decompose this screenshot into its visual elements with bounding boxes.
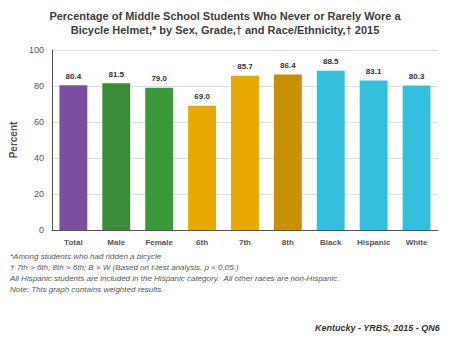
svg-text:*Among students who had ridden: *Among students who had ridden a bicycle	[10, 252, 162, 261]
svg-text:White: White	[406, 238, 428, 247]
svg-text:40: 40	[34, 153, 44, 163]
svg-text:6th: 6th	[196, 238, 208, 247]
svg-text:20: 20	[34, 189, 44, 199]
svg-text:81.5: 81.5	[108, 70, 124, 79]
svg-text:Percentage of Middle School St: Percentage of Middle School Students Who…	[49, 10, 401, 22]
svg-text:All Hispanic students are incl: All Hispanic students are included in th…	[9, 274, 340, 283]
svg-text:Female: Female	[145, 238, 173, 247]
svg-text:† 7th > 6th; 8th > 6th; B > W: † 7th > 6th; 8th > 6th; B > W (Based on …	[10, 263, 239, 272]
svg-text:80: 80	[34, 81, 44, 91]
svg-text:80.4: 80.4	[66, 72, 82, 81]
svg-text:7th: 7th	[239, 238, 251, 247]
svg-text:8th: 8th	[282, 238, 294, 247]
svg-text:Note: This graph contains weig: Note: This graph contains weighted resul…	[10, 285, 163, 294]
svg-text:Black: Black	[320, 238, 342, 247]
svg-text:79.0: 79.0	[151, 74, 167, 83]
svg-text:60: 60	[34, 117, 44, 127]
svg-text:0: 0	[39, 225, 44, 235]
svg-text:Bicycle Helmet,* by Sex, Grade: Bicycle Helmet,* by Sex, Grade,† and Rac…	[71, 24, 380, 36]
svg-text:83.1: 83.1	[366, 67, 382, 76]
svg-text:100: 100	[29, 45, 44, 55]
svg-text:88.5: 88.5	[323, 57, 339, 66]
svg-text:Percent: Percent	[8, 121, 19, 158]
svg-text:Male: Male	[107, 238, 125, 247]
svg-text:85.7: 85.7	[237, 62, 253, 71]
svg-text:Hispanic: Hispanic	[357, 238, 391, 247]
svg-text:Kentucky - YRBS, 2015 - QN6: Kentucky - YRBS, 2015 - QN6	[315, 323, 441, 333]
svg-text:Total: Total	[64, 238, 83, 247]
svg-text:69.0: 69.0	[194, 92, 210, 101]
svg-text:80.3: 80.3	[409, 72, 425, 81]
svg-text:86.4: 86.4	[280, 61, 296, 70]
